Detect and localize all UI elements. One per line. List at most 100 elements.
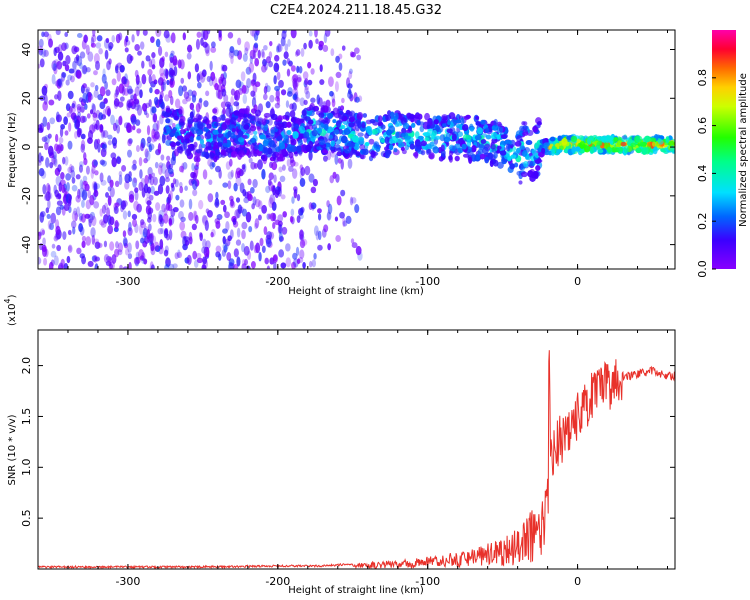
- spectrogram-cell: [395, 131, 400, 139]
- spectrogram-cell: [148, 99, 152, 108]
- spectrogram-cell: [215, 251, 221, 258]
- spectrogram-cell: [119, 96, 125, 102]
- spectrogram-cell: [157, 183, 164, 195]
- spectrogram-cell: [114, 219, 119, 230]
- spectrogram-cell: [249, 240, 254, 251]
- spectrogram-cell: [440, 144, 445, 152]
- spectrogram-cell: [493, 151, 498, 159]
- spectrogram-cell: [191, 127, 198, 135]
- spectrogram-cell: [159, 214, 163, 223]
- spectrogram-ylabel: Frequency (Hz): [7, 112, 18, 188]
- spectrogram-cell: [238, 112, 245, 118]
- spectrogram-cell: [179, 165, 184, 173]
- spectrogram-cell: [288, 165, 294, 173]
- spectrogram-cell: [145, 150, 151, 162]
- spectrogram-cell: [150, 36, 155, 44]
- spectrogram-cell: [298, 65, 303, 74]
- spectrogram-cell: [414, 151, 419, 159]
- spectrogram-cell: [296, 77, 302, 83]
- spectrogram-cell: [428, 152, 435, 160]
- spectrogram-cell: [114, 221, 120, 228]
- spectrogram-cell: [278, 79, 284, 88]
- spectrogram-cell: [267, 179, 272, 186]
- spectrogram-cell: [219, 114, 226, 121]
- spectrogram-cell: [320, 107, 325, 114]
- spectrogram-cell: [68, 105, 73, 114]
- spectrogram-cell: [241, 229, 246, 240]
- spectrogram-cell: [146, 234, 151, 243]
- spectrogram-cell: [54, 94, 59, 100]
- spectrogram-cell: [163, 111, 170, 118]
- spectrogram-cell: [179, 115, 186, 124]
- spectrogram-cell: [635, 135, 643, 143]
- spectrogram-cell: [338, 62, 343, 71]
- spectrogram-cell: [65, 79, 70, 86]
- spectrogram-cell: [288, 151, 294, 159]
- spectrogram-cell: [208, 179, 213, 186]
- spectrogram-cell: [99, 172, 104, 183]
- spectrogram-cell: [230, 132, 236, 139]
- spectrogram-cell: [127, 149, 133, 158]
- spectrogram-cell: [144, 174, 149, 186]
- spectrogram-cell: [136, 203, 142, 213]
- spectrogram-cell: [206, 123, 212, 129]
- spectrogram-cell: [287, 38, 291, 47]
- spectrogram-cell: [205, 208, 210, 214]
- colorbar-tick-label: 0.2: [696, 212, 709, 230]
- spectrogram-cell: [111, 78, 117, 86]
- spectrogram-cell: [233, 101, 240, 107]
- spectrogram-cell: [244, 258, 249, 266]
- spectrogram-cell: [147, 68, 153, 76]
- spectrogram-cell: [304, 78, 309, 86]
- spectrogram-cell: [534, 142, 540, 149]
- spectrogram-cell: [159, 67, 165, 77]
- spectrogram-cell: [38, 127, 44, 133]
- spectrogram-cell: [182, 32, 187, 41]
- spectrogram-cell: [53, 47, 57, 57]
- spectrogram-cell: [115, 85, 120, 96]
- spectrogram-cell: [38, 167, 45, 177]
- spectrogram-cell: [65, 173, 72, 181]
- spectrogram-cell: [75, 119, 80, 129]
- spectrogram-cell: [66, 255, 71, 264]
- spectrogram-cell: [336, 151, 343, 157]
- spectrogram-cell: [113, 206, 119, 215]
- spectrogram-cell: [165, 68, 169, 80]
- spectrogram-cell: [323, 155, 328, 162]
- spectrogram-cell: [331, 98, 336, 108]
- spectrogram-cell: [65, 54, 71, 65]
- spectrogram-cell: [290, 208, 295, 217]
- spectrogram-cell: [169, 95, 174, 106]
- spectrogram-cell: [117, 101, 124, 108]
- snr-ytick-label: 0.5: [20, 509, 33, 527]
- spectrogram-cell: [243, 245, 250, 256]
- spectrogram-cell: [161, 133, 166, 144]
- spectrogram-cell: [166, 155, 171, 162]
- spectrogram-cell: [49, 162, 54, 169]
- spectrogram-cell: [519, 145, 526, 150]
- spectrogram-cell: [280, 89, 287, 96]
- spectrogram-cell: [198, 71, 204, 80]
- spectrogram-cell: [165, 185, 170, 194]
- spectrogram-cell: [286, 158, 291, 167]
- spectrogram-cell: [342, 216, 346, 228]
- spectrogram-cell: [100, 147, 107, 158]
- spectrogram-cell: [308, 202, 313, 210]
- spectrogram-cell: [214, 201, 220, 207]
- spectrogram-cell: [278, 249, 285, 258]
- spectrogram-cell: [353, 47, 360, 54]
- spectrogram-cell: [154, 161, 159, 169]
- spectrogram-cell: [68, 122, 72, 132]
- spectrogram-cell: [55, 206, 62, 216]
- spectrogram-cell: [146, 200, 152, 206]
- spectrogram-cell: [324, 30, 331, 37]
- spectrogram-cell: [254, 109, 261, 117]
- spectrogram-cell: [182, 162, 188, 170]
- spectrogram-cell: [151, 172, 156, 179]
- spectrogram-cell: [122, 230, 127, 238]
- spectrogram-cell: [243, 108, 248, 115]
- spectrogram-cell: [279, 175, 286, 182]
- spectrogram-cell: [199, 232, 203, 242]
- spectrogram-cell: [532, 125, 538, 133]
- spectrogram-cell: [94, 170, 99, 176]
